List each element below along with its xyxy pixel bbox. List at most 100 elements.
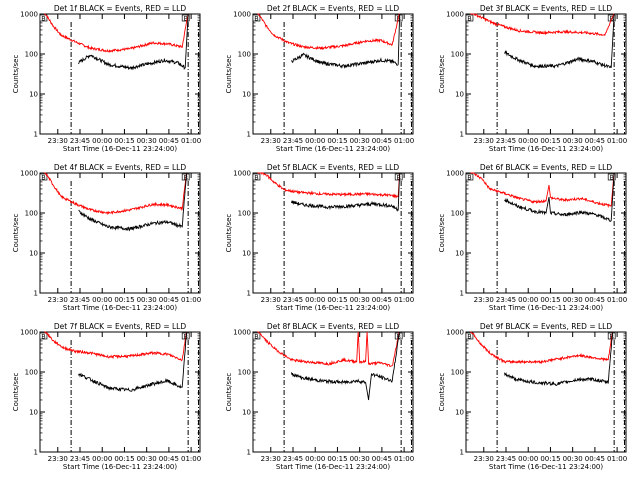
x-tick-label: 23:30 bbox=[261, 455, 281, 463]
panel-title: Det 6f BLACK = Events, RED = LLD bbox=[480, 163, 613, 172]
x-tick-label: 00:30 bbox=[563, 296, 583, 304]
x-tick-label: 23:45 bbox=[283, 455, 303, 463]
events-series-line bbox=[291, 13, 401, 69]
lld-series-line bbox=[44, 13, 189, 53]
x-tick-label: 00:15 bbox=[114, 296, 134, 304]
y-axis-label: Counts/sec bbox=[225, 55, 233, 94]
x-axis-label: Start Time (16-Dec-11 23:24:00) bbox=[63, 304, 177, 312]
y-tick-label: 1 bbox=[34, 131, 38, 139]
attenuator-marker-box bbox=[39, 173, 48, 181]
x-tick-label: 00:30 bbox=[137, 137, 157, 145]
x-tick-label: 23:45 bbox=[496, 296, 516, 304]
x-tick-label: 00:45 bbox=[585, 137, 605, 145]
events-series-line bbox=[78, 172, 188, 232]
events-series-line bbox=[504, 13, 615, 69]
y-tick-label: 1 bbox=[460, 131, 464, 139]
x-tick-label: 00:30 bbox=[350, 296, 370, 304]
y-tick-label: 100 bbox=[238, 51, 251, 59]
y-tick-label: 100 bbox=[451, 51, 464, 59]
y-axis-label: Counts/sec bbox=[12, 373, 20, 412]
attenuator-marker-label: B bbox=[396, 174, 400, 182]
attenuator-marker-box bbox=[181, 14, 190, 22]
y-tick-label: 100 bbox=[25, 210, 38, 218]
x-tick-label: 23:45 bbox=[496, 137, 516, 145]
x-tick-label: 01:00 bbox=[394, 296, 414, 304]
lld-series-line bbox=[44, 172, 188, 216]
x-tick-label: 00:30 bbox=[137, 296, 157, 304]
y-tick-label: 1000 bbox=[446, 11, 464, 19]
y-axis-label: Counts/sec bbox=[225, 373, 233, 412]
x-tick-label: 01:00 bbox=[394, 455, 414, 463]
panel-title: Det 8f BLACK = Events, RED = LLD bbox=[267, 322, 400, 331]
x-tick-label: 01:00 bbox=[607, 455, 627, 463]
x-tick-label: 00:00 bbox=[305, 455, 325, 463]
x-tick-label: 23:30 bbox=[48, 137, 68, 145]
y-tick-label: 100 bbox=[238, 369, 251, 377]
attenuator-marker-box bbox=[39, 332, 48, 340]
x-axis-label: Start Time (16-Dec-11 23:24:00) bbox=[489, 145, 603, 153]
attenuator-marker-label: B bbox=[254, 333, 258, 341]
x-axis-label: Start Time (16-Dec-11 23:24:00) bbox=[489, 463, 603, 471]
y-tick-label: 1 bbox=[460, 449, 464, 457]
attenuator-marker-box bbox=[465, 332, 474, 340]
x-tick-label: 23:45 bbox=[283, 137, 303, 145]
x-tick-label: 00:30 bbox=[137, 455, 157, 463]
x-tick-label: 01:00 bbox=[181, 137, 201, 145]
x-tick-label: 23:30 bbox=[474, 296, 494, 304]
attenuator-marker-box bbox=[465, 173, 474, 181]
panel-title: Det 2f BLACK = Events, RED = LLD bbox=[267, 4, 400, 13]
attenuator-marker-label: B bbox=[396, 15, 400, 23]
panel-7: Det 7f BLACK = Events, RED = LLD 1 10 100 10… bbox=[12, 322, 201, 471]
panel-title: Det 4f BLACK = Events, RED = LLD bbox=[54, 163, 187, 172]
plot-frame bbox=[465, 331, 627, 453]
x-tick-label: 00:45 bbox=[159, 296, 179, 304]
y-tick-label: 10 bbox=[29, 91, 38, 99]
x-tick-label: 01:00 bbox=[607, 137, 627, 145]
plot-frame bbox=[39, 331, 201, 453]
x-tick-label: 01:00 bbox=[394, 137, 414, 145]
events-series-line bbox=[291, 172, 401, 212]
y-tick-label: 1 bbox=[247, 449, 251, 457]
panel-2: Det 2f BLACK = Events, RED = LLD 1 10 100 10… bbox=[225, 4, 414, 153]
attenuator-marker-box bbox=[252, 14, 261, 22]
y-axis-label: Counts/sec bbox=[438, 214, 446, 253]
panel-title: Det 7f BLACK = Events, RED = LLD bbox=[54, 322, 187, 331]
y-tick-label: 100 bbox=[25, 369, 38, 377]
y-tick-label: 10 bbox=[242, 91, 251, 99]
panel-8: Det 8f BLACK = Events, RED = LLD 1 10 100 10… bbox=[225, 322, 414, 471]
x-tick-label: 00:45 bbox=[372, 296, 392, 304]
attenuator-marker-box bbox=[252, 332, 261, 340]
attenuator-marker-box bbox=[607, 173, 616, 181]
y-tick-label: 10 bbox=[29, 409, 38, 417]
attenuator-marker-label: B bbox=[254, 15, 258, 23]
attenuator-marker-box bbox=[465, 14, 474, 22]
x-tick-label: 23:30 bbox=[474, 455, 494, 463]
attenuator-marker-label: B bbox=[41, 174, 45, 182]
panel-title: Det 3f BLACK = Events, RED = LLD bbox=[480, 4, 613, 13]
x-tick-label: 00:45 bbox=[372, 137, 392, 145]
x-tick-label: 23:30 bbox=[261, 296, 281, 304]
panel-title: Det 5f BLACK = Events, RED = LLD bbox=[267, 163, 400, 172]
y-tick-label: 10 bbox=[29, 250, 38, 258]
y-tick-label: 10 bbox=[455, 91, 464, 99]
x-tick-label: 00:15 bbox=[327, 296, 347, 304]
y-axis-label: Counts/sec bbox=[225, 214, 233, 253]
lld-series-line bbox=[257, 172, 401, 199]
attenuator-marker-label: B bbox=[609, 174, 613, 182]
plot-frame bbox=[252, 172, 414, 294]
x-tick-label: 00:30 bbox=[350, 455, 370, 463]
x-axis-label: Start Time (16-Dec-11 23:24:00) bbox=[489, 304, 603, 312]
plot-frame bbox=[465, 13, 627, 135]
events-series-line bbox=[504, 172, 615, 222]
x-tick-label: 00:45 bbox=[585, 296, 605, 304]
attenuator-marker-box bbox=[394, 173, 403, 181]
panel-5: Det 5f BLACK = Events, RED = LLD 1 10 100 10… bbox=[225, 163, 414, 312]
panel-4: Det 4f BLACK = Events, RED = LLD 1 10 100 10… bbox=[12, 163, 201, 312]
attenuator-marker-label: B bbox=[467, 15, 471, 23]
x-tick-label: 00:45 bbox=[585, 455, 605, 463]
x-tick-label: 00:00 bbox=[305, 296, 325, 304]
x-tick-label: 00:00 bbox=[92, 137, 112, 145]
x-tick-label: 23:30 bbox=[48, 296, 68, 304]
x-tick-label: 00:15 bbox=[540, 455, 560, 463]
x-tick-label: 01:00 bbox=[181, 455, 201, 463]
